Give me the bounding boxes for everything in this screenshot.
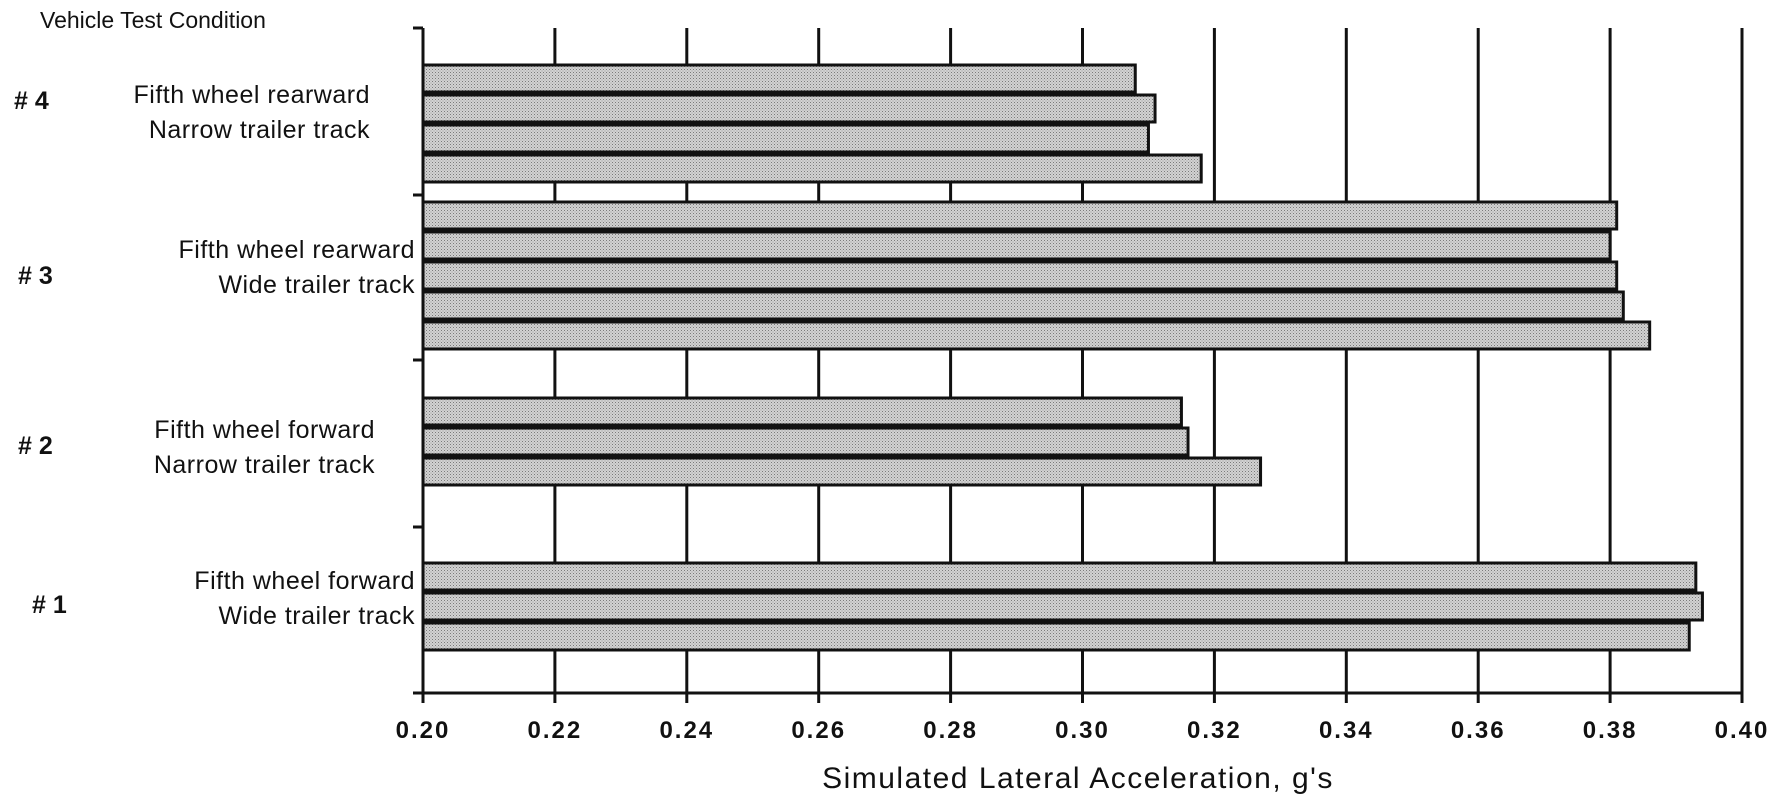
bar — [421, 426, 1190, 457]
x-axis-title: Simulated Lateral Acceleration, g's — [822, 762, 1334, 795]
bar — [421, 123, 1150, 154]
bar — [421, 290, 1625, 321]
x-tick-label: 0.20 — [396, 717, 451, 744]
group-number: # 1 — [32, 591, 67, 619]
bar — [421, 621, 1691, 652]
x-tick-label: 0.40 — [1715, 717, 1770, 744]
x-tick-label: 0.30 — [1055, 717, 1110, 744]
bar — [421, 396, 1183, 427]
bar — [421, 260, 1619, 291]
group-label-line1: Fifth wheel rearward — [179, 236, 415, 264]
x-tick-label: 0.22 — [528, 717, 583, 744]
group-labels: # 4 Fifth wheel rearward Narrow trailer tr… — [14, 81, 415, 630]
bar — [421, 200, 1619, 231]
axes — [413, 26, 1744, 703]
bar — [421, 93, 1157, 124]
x-tick-label: 0.24 — [659, 717, 714, 744]
bar — [421, 153, 1203, 184]
group-label-line1: Fifth wheel forward — [154, 416, 375, 444]
bar — [421, 63, 1137, 94]
bar — [421, 230, 1612, 261]
group-label-line2: Narrow trailer track — [154, 451, 375, 479]
group-number: # 3 — [18, 262, 53, 290]
bar — [421, 561, 1698, 592]
x-tick-label: 0.26 — [791, 717, 846, 744]
x-tick-label: 0.28 — [923, 717, 978, 744]
bar — [421, 591, 1704, 622]
bar — [421, 456, 1263, 487]
x-tick-labels: 0.20 0.22 0.24 0.26 0.28 0.30 0.32 0.34 0.36 0.38… — [396, 717, 1770, 744]
group-label-line2: Narrow trailer track — [149, 116, 370, 144]
bars — [421, 63, 1704, 652]
group-number: # 2 — [18, 432, 53, 460]
x-tick-label: 0.34 — [1319, 717, 1374, 744]
group-number: # 4 — [14, 87, 49, 115]
group-label-line2: Wide trailer track — [218, 602, 415, 630]
y-axis-title: Vehicle Test Condition — [40, 7, 266, 33]
group-label-line1: Fifth wheel rearward — [134, 81, 370, 109]
x-tick-label: 0.38 — [1583, 717, 1638, 744]
bar — [421, 320, 1652, 351]
x-tick-label: 0.36 — [1451, 717, 1506, 744]
x-tick-label: 0.32 — [1187, 717, 1242, 744]
group-label-line2: Wide trailer track — [218, 271, 415, 299]
group-label-line1: Fifth wheel forward — [194, 567, 415, 595]
